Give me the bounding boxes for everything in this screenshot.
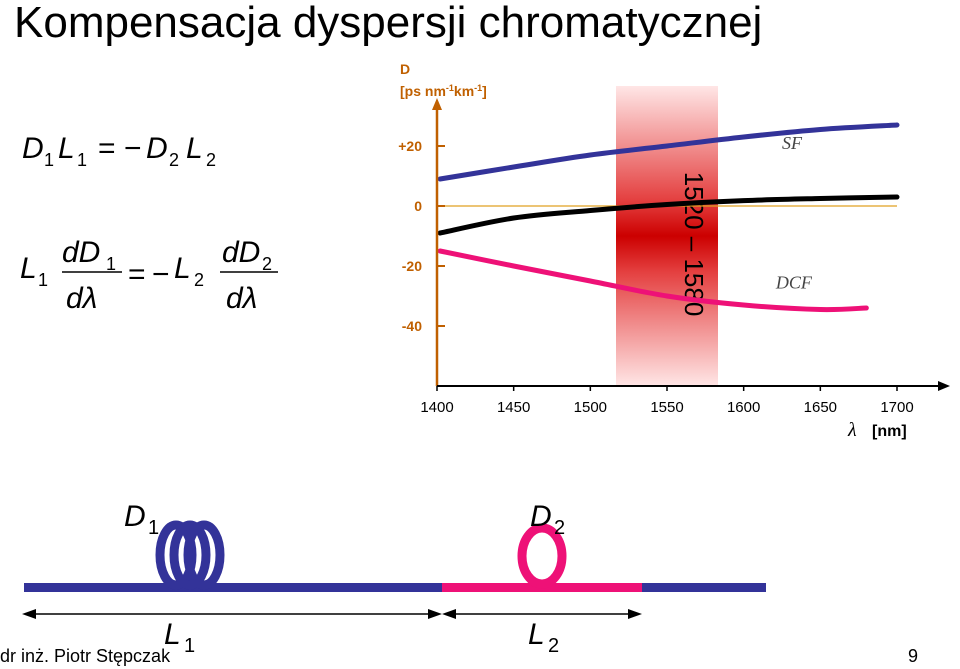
y-tick-label: -40 — [402, 318, 422, 334]
page-number: 9 — [908, 646, 919, 666]
eq2-minus: − — [152, 258, 170, 291]
x-tick-label: 1500 — [574, 399, 607, 416]
eq2-l2: L — [174, 252, 191, 285]
y-axis-label-unit-2: km — [454, 83, 474, 99]
x-tick-label: 1650 — [804, 399, 837, 416]
axes-group: +20 0 -20 -40 1400 1450 1500 1550 1600 1650 1700 — [398, 98, 950, 416]
l2-label: L — [528, 618, 545, 651]
equation-1: D 1 L 1 = − D 2 L 2 — [22, 132, 216, 170]
d1-label: D — [124, 500, 146, 533]
d2-label: D — [530, 500, 552, 533]
eq2-num2-sub: 2 — [262, 254, 272, 274]
l2-arrow-left — [442, 609, 456, 619]
series-line-dcf — [437, 248, 869, 313]
d2-label-sub: 2 — [554, 517, 565, 539]
l1-label: L — [164, 618, 181, 651]
y-axis-label-line1: D — [400, 61, 410, 77]
eq2-l1-sub: 1 — [38, 270, 48, 290]
l2-arrow-right — [628, 609, 642, 619]
fiber-diagram: D 1 D 2 L 1 L 2 — [22, 500, 766, 657]
eq2-equals: = — [128, 258, 146, 291]
x-tick-label: 1550 — [650, 399, 683, 416]
fiber-1-loop-2 — [169, 520, 211, 590]
l1-arrow-right — [428, 609, 442, 619]
dispersion-chart: 1520 – 1580 D [ps nm-1km-1] +200-20-4014… — [398, 61, 950, 441]
band-label: 1520 – 1580 — [679, 172, 709, 317]
wavelength-band — [616, 86, 718, 386]
y-tick-label: 0 — [414, 198, 422, 214]
x-axis-label-symbol: λ — [847, 419, 857, 441]
eq1-d2-sub: 2 — [169, 150, 179, 170]
x-tick-label: 1600 — [727, 399, 760, 416]
eq2-num1-sub: 1 — [106, 254, 116, 274]
series-group — [437, 122, 900, 313]
fiber-1-tail-line — [642, 583, 766, 592]
y-tick-label: -20 — [402, 258, 422, 274]
fiber-2-coil — [517, 523, 567, 589]
eq2-l2-sub: 2 — [194, 270, 204, 290]
series-label-dcf: DCF — [775, 273, 813, 293]
eq1-l1-sub: 1 — [77, 150, 87, 170]
y-axis-label-line2: [ps nm-1km-1] — [400, 83, 487, 99]
x-axis-label-unit: [nm] — [872, 423, 907, 440]
series-line-black — [437, 194, 900, 236]
y-axis-arrow — [432, 98, 442, 110]
eq1-l2-sub: 2 — [206, 150, 216, 170]
eq1-d1: D — [22, 132, 44, 165]
l2-label-sub: 2 — [548, 635, 559, 657]
x-tick-label: 1450 — [497, 399, 530, 416]
eq2-den1: dλ — [66, 282, 97, 315]
x-tick-label: 1700 — [880, 399, 913, 416]
eq1-minus: − — [124, 132, 142, 165]
y-axis-label-unit-1: [ps nm — [400, 83, 446, 99]
series-line-sf — [437, 122, 900, 182]
y-axis-label-exp-2: -1 — [474, 83, 482, 93]
eq2-den2: dλ — [226, 282, 257, 315]
y-tick-label: +20 — [398, 138, 422, 154]
fiber-1-coil — [155, 520, 225, 590]
eq1-l1: L — [58, 132, 75, 165]
fiber-1-line — [24, 583, 442, 592]
fiber-1-loop-3 — [183, 520, 225, 590]
eq1-d2: D — [146, 132, 168, 165]
x-axis-arrow — [938, 381, 950, 391]
eq1-equals: = — [98, 132, 116, 165]
eq2-l1: L — [20, 252, 37, 285]
footer-author: dr inż. Piotr Stępczak — [0, 646, 171, 666]
eq1-d1-sub: 1 — [44, 150, 54, 170]
d1-label-sub: 1 — [148, 517, 159, 539]
eq2-num1: dD — [62, 236, 100, 269]
x-tick-label: 1400 — [420, 399, 453, 416]
eq1-l2: L — [186, 132, 203, 165]
l1-arrow-left — [22, 609, 36, 619]
series-label-sf: SF — [782, 133, 803, 153]
slide-title: Kompensacja dyspersji chromatycznej — [14, 0, 763, 47]
equation-2: L 1 dD 1 dλ = − L 2 dD 2 dλ — [20, 236, 278, 315]
y-axis-label-unit-3: ] — [482, 83, 487, 99]
y-axis-label-exp-1: -1 — [446, 83, 454, 93]
l1-label-sub: 1 — [184, 635, 195, 657]
eq2-num2: dD — [222, 236, 260, 269]
